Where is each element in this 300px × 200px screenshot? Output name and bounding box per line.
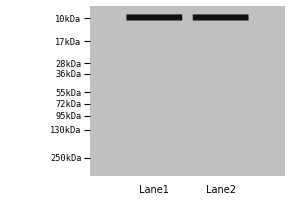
FancyBboxPatch shape: [193, 14, 248, 21]
FancyBboxPatch shape: [127, 14, 182, 21]
